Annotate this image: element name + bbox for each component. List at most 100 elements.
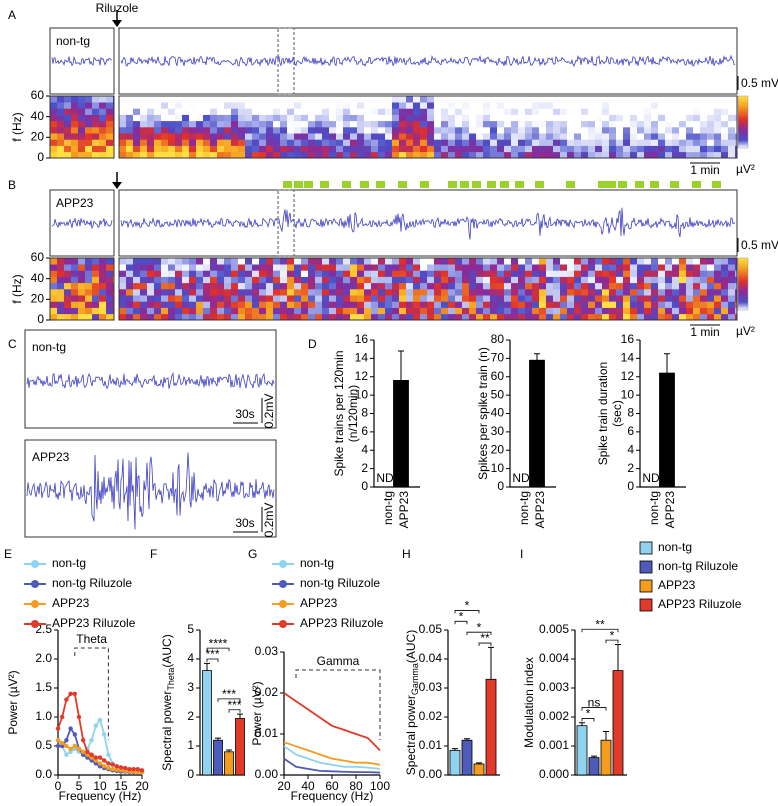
spectrogram-cell [581, 96, 589, 103]
spectrogram-cell [651, 96, 659, 103]
legend-swatch [639, 579, 653, 593]
spectrogram-cell [672, 313, 680, 321]
spectrogram-cell [168, 258, 176, 265]
spectrogram-cell [441, 264, 449, 271]
spectrogram-cell [364, 264, 372, 271]
y-axis-label-unit: (AUC) [404, 630, 418, 663]
spectrogram-cell [182, 145, 190, 153]
drug-arrowhead [112, 182, 122, 189]
spectrogram-cell [50, 270, 58, 277]
spectrogram-cell [99, 264, 107, 271]
spectrogram-cell [434, 258, 442, 265]
spectrogram-cell [92, 133, 100, 140]
spectrogram-cell [99, 258, 107, 265]
spectrogram-cell [735, 102, 738, 109]
spectrogram-cell [161, 108, 169, 115]
spectrogram-cell [315, 151, 323, 159]
spectrogram-cell [378, 258, 386, 265]
spectrogram-cell [630, 307, 638, 315]
spectrogram-cell [693, 108, 701, 115]
spectrogram-cell [196, 120, 204, 128]
spectrogram-cell [714, 264, 722, 271]
spectrogram-cell [434, 127, 442, 134]
spectrogram-cell [217, 276, 225, 284]
spectrogram-cell [462, 120, 470, 128]
spectrogram-cell [476, 127, 484, 134]
spectrogram-cell [476, 276, 484, 284]
spectrogram-cell [602, 301, 610, 308]
spectrogram-cell [196, 301, 204, 308]
spectrogram-cell [189, 139, 197, 146]
spectrogram-cell [588, 133, 596, 140]
spike-train-marker [566, 181, 575, 188]
spectrogram-cell [700, 276, 708, 284]
spike-train-marker [635, 181, 644, 188]
spectrogram-cell [294, 276, 302, 284]
spectrogram-cell [126, 307, 134, 315]
spectrogram-cell [427, 133, 435, 140]
spectrogram-cell [308, 301, 316, 308]
spectrogram-cell [441, 127, 449, 134]
spectrogram-cell [182, 139, 190, 146]
spectrogram-cell [71, 102, 79, 109]
spectrogram-cell [651, 258, 659, 265]
significance-label: ** [480, 631, 490, 645]
spectrogram-cell [189, 151, 197, 159]
error-bar [603, 731, 609, 741]
spectrogram-cell [420, 114, 428, 122]
spectrogram-cell [595, 270, 603, 277]
spectrogram-cell [595, 127, 603, 134]
spectrogram-cell [490, 289, 498, 296]
spectrogram-cell [560, 145, 568, 153]
spectrogram-cell [217, 102, 225, 109]
spectrogram-cell [210, 120, 218, 128]
spectrogram-cell [497, 114, 505, 122]
spectrogram-cell [210, 313, 218, 321]
spectrogram-cell [210, 264, 218, 271]
spectrogram-cell [273, 301, 281, 308]
spectrogram-cell [175, 301, 183, 308]
spectrogram-cell [322, 307, 330, 315]
spectrogram-cell [140, 102, 148, 109]
spectrogram-cell [546, 96, 554, 103]
freq-tick-label: 40 [31, 109, 45, 123]
spectrogram-cell [343, 96, 351, 103]
spectrogram-cell [371, 96, 379, 103]
y-axis-label-main: Modulation index [522, 657, 536, 748]
spectrogram-cell [455, 145, 463, 153]
spectrogram-cell [679, 289, 687, 296]
spectrogram-cell [273, 295, 281, 302]
spectrogram-cell [672, 295, 680, 302]
spectrogram-cell [343, 301, 351, 308]
spectrogram-cell [364, 139, 372, 146]
series-point [114, 764, 120, 769]
spectrogram-cell [385, 307, 393, 315]
spectrogram-cell [455, 270, 463, 277]
spectrogram-cell [413, 127, 421, 134]
spectrogram-cell [245, 307, 253, 315]
spectrogram-cell [78, 301, 86, 308]
spectrogram-cell [511, 276, 519, 284]
spectrogram-cell [280, 270, 288, 277]
spectrogram-cell [343, 139, 351, 146]
spectrogram-cell [581, 264, 589, 271]
spectrogram-cell [92, 258, 100, 265]
spectrogram-cell [189, 127, 197, 134]
bar [612, 670, 624, 776]
x-tick-label: non-tg [647, 491, 661, 525]
spectrogram-cell [686, 145, 694, 153]
spectrogram-cell [679, 108, 687, 115]
spectrogram-cell [553, 127, 561, 134]
spectrogram-cell [147, 133, 155, 140]
spectrogram-cell [245, 151, 253, 159]
spectrogram-cell [350, 102, 358, 109]
spectrogram-cell [462, 108, 470, 115]
spectrogram-cell [315, 301, 323, 308]
spectrogram-cell [64, 102, 72, 109]
spectrogram-cell [119, 313, 127, 321]
amplitude-scale: 0.2mV [262, 394, 276, 429]
spectrogram-cell [280, 289, 288, 296]
spectrogram-cell [511, 282, 519, 290]
spectrogram-cell [322, 127, 330, 134]
series-point [102, 764, 107, 769]
